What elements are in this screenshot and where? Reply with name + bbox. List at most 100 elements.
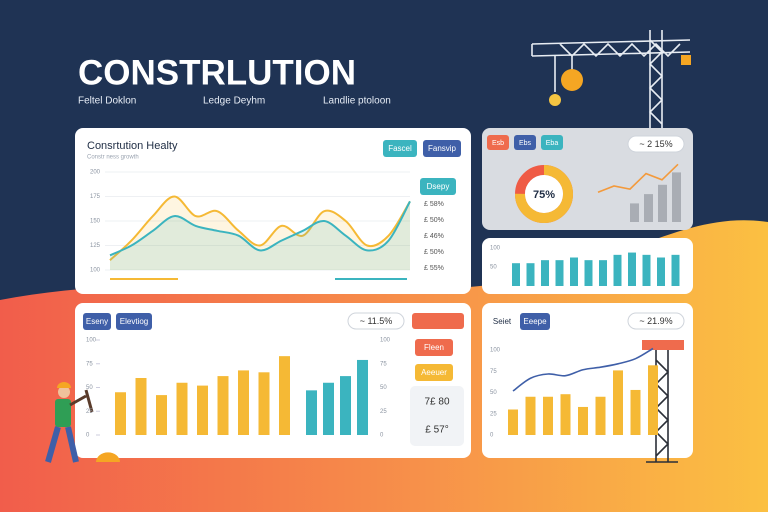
tab[interactable]: Ledge Deyhm bbox=[203, 96, 265, 107]
tab[interactable]: Landlie ptoloon bbox=[323, 96, 391, 107]
y-tick-label: 100 bbox=[490, 246, 501, 252]
bar bbox=[644, 194, 653, 222]
bar bbox=[599, 260, 607, 286]
side-label: £ 58% bbox=[424, 201, 444, 208]
bar bbox=[658, 184, 667, 222]
pill bbox=[627, 135, 685, 153]
tab[interactable]: Feltel Doklon bbox=[78, 96, 136, 107]
bar bbox=[512, 263, 520, 286]
pill bbox=[627, 312, 685, 330]
button[interactable] bbox=[83, 313, 111, 330]
y-tick-label: 125 bbox=[90, 243, 101, 249]
bar bbox=[156, 395, 167, 435]
button-label[interactable]: Fansvip bbox=[428, 144, 457, 153]
button[interactable] bbox=[488, 313, 516, 330]
tag[interactable] bbox=[514, 135, 536, 150]
bar bbox=[560, 394, 571, 435]
crane-cab bbox=[642, 340, 684, 350]
bar bbox=[570, 257, 578, 286]
button[interactable] bbox=[415, 364, 453, 381]
pill-label: ~ 2 15% bbox=[639, 139, 672, 149]
panel-subtitle: Constr ness growth bbox=[87, 155, 139, 161]
y-tick-label: 25 bbox=[490, 411, 497, 417]
button[interactable] bbox=[116, 313, 152, 330]
tag-label[interactable]: Esb bbox=[492, 140, 504, 147]
bar bbox=[543, 396, 553, 435]
pill-label: ~ 21.9% bbox=[639, 316, 672, 326]
y-tick-label: 25 bbox=[380, 409, 387, 415]
tag[interactable] bbox=[487, 135, 509, 150]
button-label[interactable]: Elevtiog bbox=[120, 317, 148, 326]
button-label[interactable]: Fascel bbox=[388, 144, 412, 153]
worker bbox=[45, 382, 120, 463]
button[interactable] bbox=[520, 313, 550, 330]
figure: £ 57° bbox=[425, 425, 448, 436]
panel bbox=[75, 303, 471, 458]
crane-weight bbox=[561, 69, 583, 91]
y-tick-label: 150 bbox=[90, 219, 101, 225]
bar bbox=[613, 254, 622, 286]
line bbox=[109, 200, 411, 257]
tag[interactable] bbox=[541, 135, 563, 150]
y-tick-label: 175 bbox=[90, 194, 101, 200]
y-tick-label: 100 bbox=[90, 268, 101, 274]
crane-lamp bbox=[549, 94, 561, 106]
bar bbox=[541, 260, 549, 286]
icon-button[interactable] bbox=[412, 313, 464, 329]
line bbox=[109, 195, 411, 261]
bar bbox=[648, 365, 658, 435]
donut-hole bbox=[525, 175, 563, 213]
y-tick-label: 75 bbox=[380, 361, 387, 367]
bar bbox=[340, 376, 351, 435]
y-tick-label: 75 bbox=[86, 361, 93, 367]
button[interactable] bbox=[423, 140, 461, 157]
bar bbox=[630, 389, 641, 435]
pill bbox=[347, 312, 405, 330]
bar bbox=[306, 390, 317, 435]
button-label[interactable]: Dsepy bbox=[427, 182, 450, 191]
bar bbox=[555, 260, 564, 286]
pill-label: ~ 11.5% bbox=[360, 316, 393, 326]
line-area bbox=[110, 196, 410, 270]
crane-top bbox=[531, 30, 691, 128]
y-tick-label: 0 bbox=[380, 433, 384, 439]
bar bbox=[217, 376, 229, 435]
bar bbox=[115, 392, 126, 435]
button-label[interactable]: Fleen bbox=[424, 343, 444, 352]
line-area bbox=[110, 201, 410, 270]
bar bbox=[197, 385, 208, 435]
y-tick-label: 200 bbox=[90, 170, 101, 176]
y-tick-label: 100 bbox=[490, 348, 501, 354]
donut-arc bbox=[515, 165, 573, 223]
bar bbox=[671, 254, 680, 286]
button-label[interactable]: Aeeuer bbox=[421, 368, 447, 377]
title: CONSTRLUTION bbox=[78, 53, 356, 92]
bar bbox=[279, 356, 290, 435]
bar bbox=[642, 254, 651, 286]
trend-line bbox=[597, 163, 679, 193]
bar bbox=[578, 406, 588, 435]
range-bar bbox=[335, 278, 407, 280]
panel-title: Consrtution Healty bbox=[87, 140, 178, 152]
bar bbox=[584, 260, 593, 286]
button-label[interactable]: Seiet bbox=[493, 317, 512, 326]
bar bbox=[357, 359, 368, 435]
button[interactable] bbox=[420, 178, 456, 195]
y-tick-label: 100 bbox=[86, 338, 97, 344]
button-label[interactable]: Eeepe bbox=[523, 317, 547, 326]
donut-label: 75% bbox=[533, 189, 555, 201]
tag-label[interactable]: Eba bbox=[546, 140, 559, 147]
button-label[interactable]: Eseny bbox=[86, 317, 108, 326]
bar bbox=[258, 372, 270, 435]
tag-label[interactable]: Ebs bbox=[519, 140, 532, 147]
crane-light bbox=[681, 55, 691, 65]
button[interactable] bbox=[383, 140, 417, 157]
figure-box bbox=[410, 386, 464, 446]
line bbox=[512, 347, 654, 392]
bar bbox=[657, 257, 665, 286]
button[interactable] bbox=[415, 339, 453, 356]
panel bbox=[75, 128, 471, 294]
bar bbox=[630, 203, 639, 222]
